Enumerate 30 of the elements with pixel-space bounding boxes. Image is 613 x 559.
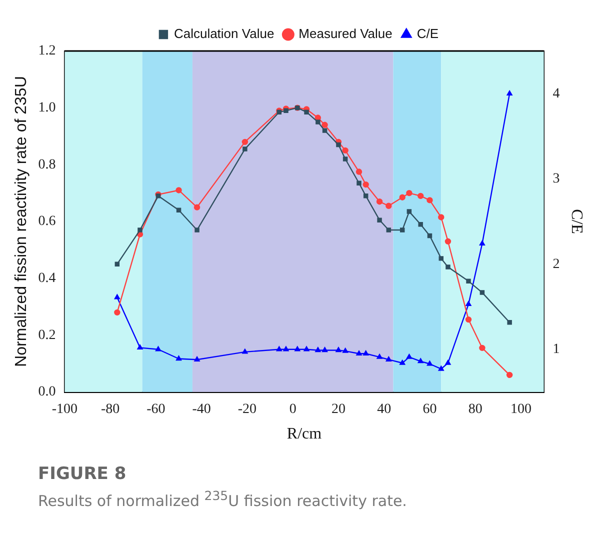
legend-label: Calculation Value	[174, 26, 274, 42]
y-tick-label: 0.4	[38, 271, 56, 286]
legend-label: C/E	[416, 26, 439, 42]
y-axis-title: Normalized fission reactivity rate of 235U	[13, 76, 30, 367]
y-tick-label: 0.2	[38, 328, 56, 343]
y-tick-label: 1.0	[38, 100, 56, 116]
x-tick-label: 60	[422, 402, 437, 418]
y-tick-label: 1.2	[38, 44, 56, 59]
x-tick-label: 0	[289, 402, 296, 418]
y2-axis-title: C/E	[568, 209, 586, 234]
y-tick-label: 0.6	[38, 214, 56, 230]
x-tick-label: 100	[510, 402, 532, 418]
y-tick-label: 0.8	[38, 157, 56, 172]
x-tick-label: 20	[331, 402, 346, 418]
y2-tick-label: 1	[552, 342, 560, 358]
y2-tick-label: 3	[552, 172, 560, 187]
x-tick-label: 40	[377, 402, 392, 418]
x-tick-label: 80	[468, 402, 482, 418]
x-tick-label: -80	[100, 402, 120, 418]
y2-tick-label: 4	[552, 86, 560, 102]
x-tick-label: -40	[192, 402, 211, 418]
x-tick-label: -100	[52, 402, 78, 418]
x-axis-title: R/cm	[286, 426, 322, 443]
x-tick-label: -60	[146, 402, 166, 418]
caption: FIGURE 8	[38, 464, 128, 484]
y2-tick-label: 2	[552, 256, 560, 272]
text: Results of normalized $^{235}$U fission reactivity rate.	[38, 488, 408, 510]
x-tick-label: -20	[238, 402, 257, 418]
y-tick-label: 0.0	[38, 384, 56, 400]
legend-label: Measured Value	[298, 26, 392, 42]
